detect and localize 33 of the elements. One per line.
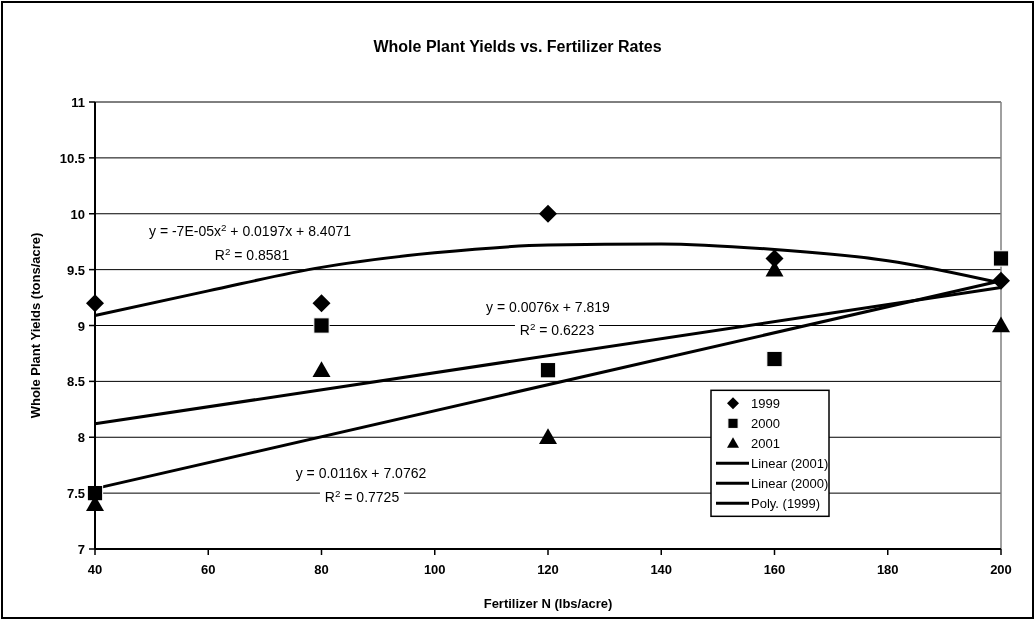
x-axis-title: Fertilizer N (lbs/acre) — [483, 596, 613, 611]
x-tick-label: 180 — [876, 562, 899, 577]
x-tick-label: 80 — [314, 562, 329, 577]
legend-label: Linear (2001) — [751, 456, 829, 472]
x-tick-label: 200 — [990, 562, 1012, 577]
annotation: y = 0.0076x + 7.819 — [486, 299, 611, 315]
y-tick-label: 9 — [77, 318, 85, 334]
annotation: R$^{2}$ = 0.7725 — [324, 487, 400, 505]
legend-label: Linear (2000) — [751, 476, 829, 492]
x-tick-label: 160 — [763, 562, 786, 577]
y-tick-label: 7.5 — [66, 486, 85, 502]
annotation: R$^{2}$ = 0.6223 — [519, 320, 595, 338]
annotation: y = -7E-05x$^{2}$ + 0.0197x + 8.4071 — [149, 221, 352, 239]
chart-title: Whole Plant Yields vs. Fertilizer Rates — [373, 38, 662, 55]
y-axis-title: Whole Plant Yields (tons/acre) — [28, 232, 43, 419]
y-tick-label: 11 — [71, 95, 85, 110]
legend-label: 2001 — [751, 436, 780, 452]
y-tick-label: 8.5 — [66, 374, 85, 390]
x-tick-label: 60 — [201, 562, 216, 577]
y-tick-label: 8 — [77, 430, 85, 446]
y-tick-label: 10.5 — [59, 150, 85, 166]
legend-label: 1999 — [751, 396, 780, 412]
x-tick-label: 120 — [537, 562, 559, 577]
legend-label: Poly. (1999) — [751, 496, 821, 512]
annotation: R$^{2}$ = 0.8581 — [214, 245, 290, 263]
y-tick-label: 10 — [70, 206, 85, 222]
y-tick-label: 9.5 — [66, 262, 85, 278]
legend-label: 2000 — [751, 416, 780, 432]
annotation: y = 0.0116x + 7.0762 — [295, 465, 427, 481]
x-tick-label: 40 — [87, 562, 103, 577]
x-tick-label: 140 — [650, 562, 673, 577]
x-tick-label: 100 — [423, 562, 446, 577]
y-tick-label: 7 — [77, 542, 85, 557]
